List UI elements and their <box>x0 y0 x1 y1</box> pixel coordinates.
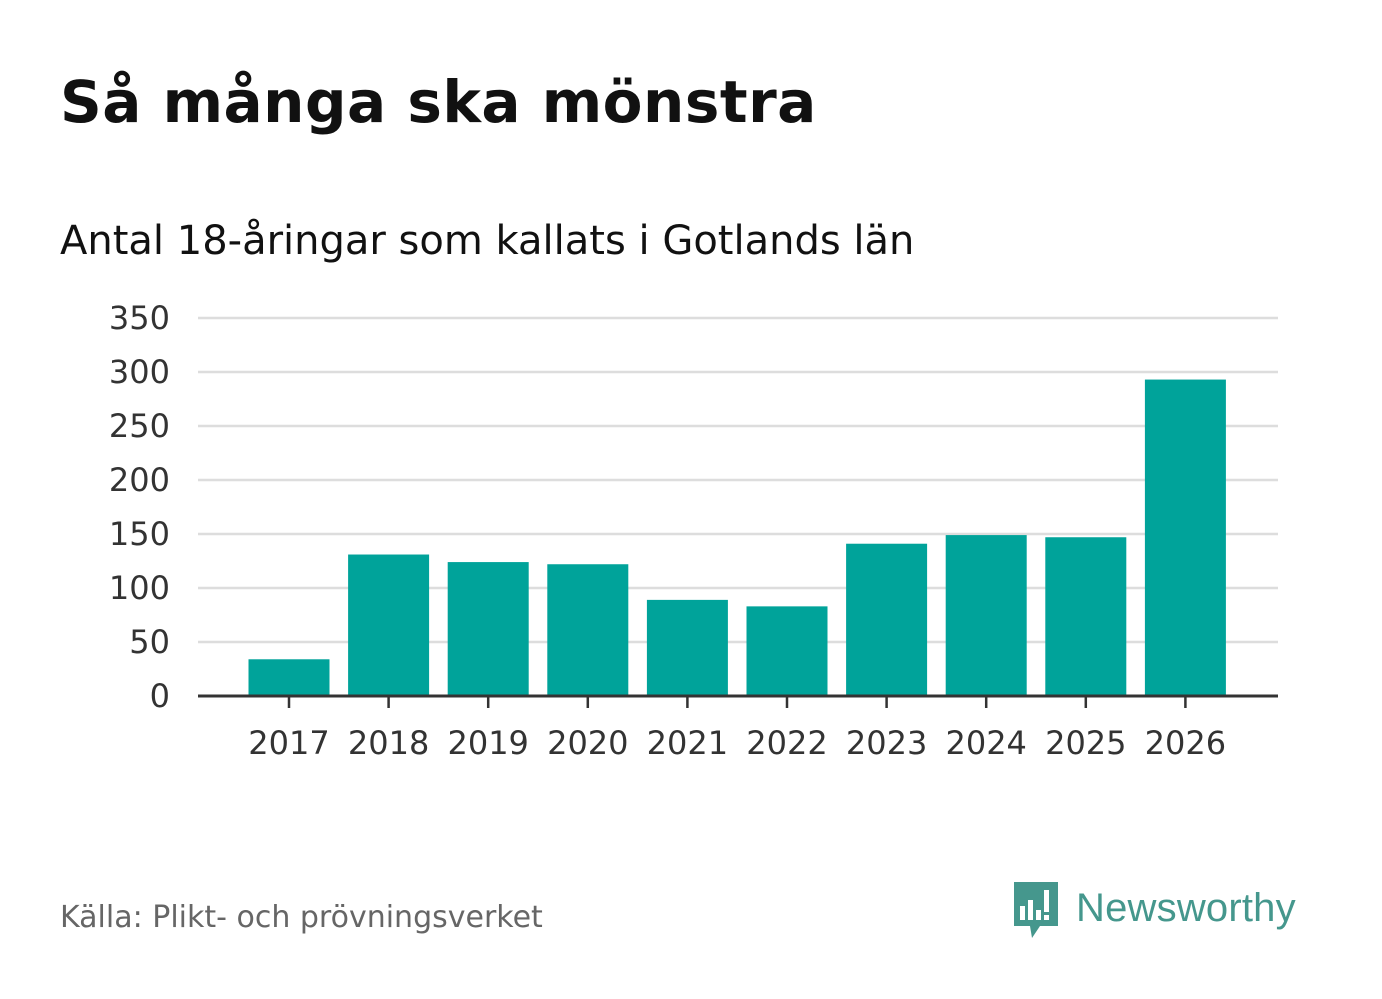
x-tick-label: 2023 <box>846 724 927 762</box>
y-tick-label: 200 <box>109 461 170 499</box>
bar-2021 <box>646 599 728 696</box>
bars <box>248 379 1226 696</box>
y-tick-label: 100 <box>109 569 170 607</box>
x-tick-label: 2021 <box>647 724 728 762</box>
brand-name: Newsworthy <box>1076 885 1296 930</box>
chart-title: Så många ska mönstra <box>60 68 817 136</box>
bar-2018 <box>348 554 430 696</box>
newsworthy-chart-icon <box>1014 882 1058 938</box>
x-tick-label: 2024 <box>945 724 1026 762</box>
chart-subtitle: Antal 18-åringar som kallats i Gotlands … <box>60 218 915 264</box>
x-tick-label: 2019 <box>447 724 528 762</box>
bar-2022 <box>746 606 828 696</box>
x-tick-label: 2026 <box>1145 724 1226 762</box>
x-axis-ticks: 2017 2018 2019 2020 2021 2022 2023 2024 2025 2026 <box>248 724 1226 762</box>
bar-2024 <box>945 535 1027 696</box>
y-tick-label: 350 <box>109 299 170 337</box>
y-tick-label: 150 <box>109 515 170 553</box>
x-axis <box>198 694 1278 708</box>
x-tick-label: 2020 <box>547 724 628 762</box>
bar-2025 <box>1045 537 1127 696</box>
newsworthy-logo: Newsworthy <box>1010 878 1296 944</box>
bar-2023 <box>846 543 928 696</box>
bar-2020 <box>547 564 629 696</box>
y-tick-label: 0 <box>150 677 170 715</box>
y-tick-label: 300 <box>109 353 170 391</box>
y-tick-label: 250 <box>109 407 170 445</box>
y-tick-label: 50 <box>129 623 170 661</box>
x-tick-label: 2018 <box>348 724 429 762</box>
bar-2019 <box>447 562 529 696</box>
bar-2026 <box>1144 379 1226 696</box>
y-axis-ticks: 0 50 100 150 200 250 300 350 <box>109 299 170 715</box>
x-tick-label: 2025 <box>1045 724 1126 762</box>
x-tick-label: 2017 <box>248 724 329 762</box>
source-note: Källa: Plikt- och prövningsverket <box>60 900 543 935</box>
x-tick-label: 2022 <box>746 724 827 762</box>
bar-2017 <box>248 659 330 696</box>
